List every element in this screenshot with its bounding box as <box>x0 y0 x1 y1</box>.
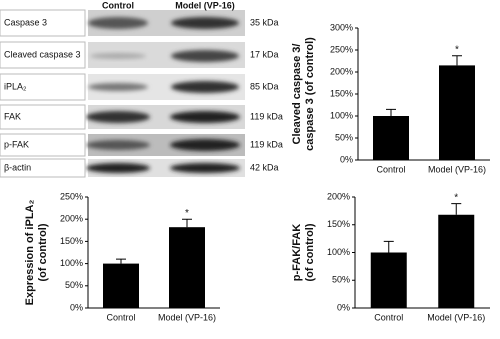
row-label-box <box>0 73 86 101</box>
row-size: 17 kDa <box>250 49 279 59</box>
error-bar <box>182 218 192 228</box>
bar <box>373 116 409 160</box>
bar <box>439 65 475 160</box>
error-bar <box>386 108 396 116</box>
column-label: Model (VP-16) <box>175 0 235 10</box>
blot-images <box>86 10 245 177</box>
y-axis-label: caspase 3 (of control) <box>304 37 316 151</box>
row-size: 119 kDa <box>250 139 283 149</box>
row-label: p-FAK <box>4 139 29 149</box>
row-size: 35 kDa <box>250 17 279 27</box>
x-tick-label: Model (VP-16) <box>428 164 486 174</box>
x-tick-label: Control <box>106 312 135 322</box>
y-tick-label: 50% <box>65 280 83 290</box>
x-tick-label: Model (VP-16) <box>427 312 485 322</box>
y-tick-label: 50% <box>335 132 353 142</box>
y-tick-label: 150% <box>60 236 83 246</box>
y-tick-label: 100% <box>60 258 83 268</box>
row-size: 119 kDa <box>250 111 283 121</box>
y-tick-label: 100% <box>330 110 353 120</box>
y-tick-label: 250% <box>330 44 353 54</box>
y-axis-label: p-FAK/FAK <box>291 224 303 281</box>
y-tick-label: 50% <box>332 275 350 285</box>
y-tick-label: 300% <box>330 22 353 32</box>
row-label: β-actin <box>4 162 31 172</box>
x-tick-label: Control <box>374 312 403 322</box>
bar <box>438 214 475 308</box>
error-bar <box>452 55 462 66</box>
y-tick-label: 0% <box>340 154 353 164</box>
y-tick-label: 100% <box>327 247 350 257</box>
significance-mark: * <box>185 208 189 219</box>
row-label-box <box>0 104 86 130</box>
y-axis-label: (of control) <box>37 223 49 281</box>
y-tick-label: 150% <box>327 219 350 229</box>
row-label-box <box>0 9 86 37</box>
y-tick-label: 200% <box>60 214 83 224</box>
row-label-box <box>0 41 86 69</box>
row-label: Caspase 3 <box>4 17 47 27</box>
column-label: Control <box>102 0 134 10</box>
bar <box>370 252 407 308</box>
row-label-box <box>0 158 86 178</box>
bar <box>169 227 205 308</box>
significance-mark: * <box>454 192 458 203</box>
y-axis-label: Cleaved caspase 3/ <box>291 44 303 145</box>
bar <box>103 263 139 308</box>
y-tick-label: 250% <box>60 191 83 201</box>
y-tick-label: 200% <box>327 191 350 201</box>
row-label-box <box>0 133 86 157</box>
y-tick-label: 200% <box>330 66 353 76</box>
error-bar <box>451 203 462 215</box>
error-bar <box>383 240 394 253</box>
row-size: 42 kDa <box>250 162 279 172</box>
error-bar <box>116 258 126 264</box>
row-label: Cleaved caspase 3 <box>4 49 81 59</box>
y-tick-label: 150% <box>330 88 353 98</box>
y-axis-label: (of control) <box>304 223 316 281</box>
y-axis-label: Expression of iPLA₂ <box>24 200 36 306</box>
row-size: 85 kDa <box>250 81 279 91</box>
significance-mark: * <box>455 44 459 55</box>
x-tick-label: Control <box>376 164 405 174</box>
y-tick-label: 0% <box>70 302 83 312</box>
row-label: FAK <box>4 111 21 121</box>
row-label: iPLA₂ <box>4 81 27 91</box>
x-tick-label: Model (VP-16) <box>158 312 216 322</box>
y-tick-label: 0% <box>337 302 350 312</box>
